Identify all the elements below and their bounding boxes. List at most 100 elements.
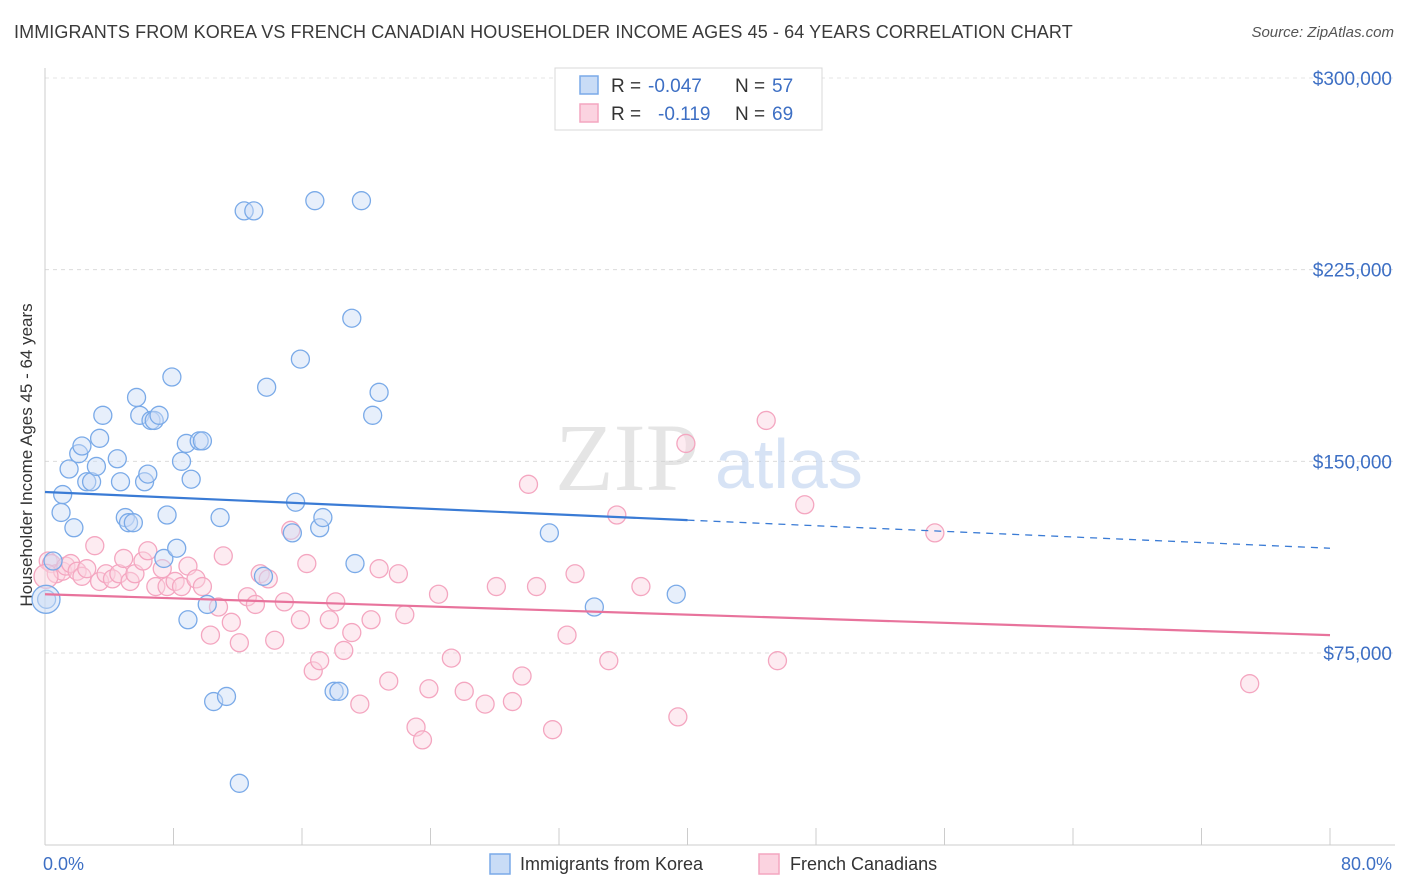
data-point [363, 405, 383, 425]
data-point [395, 605, 415, 625]
data-point [109, 564, 129, 584]
legend-swatch-korea [489, 853, 511, 875]
data-point [297, 553, 317, 574]
data-point [313, 507, 333, 528]
stats-r-label-pink: R = [611, 104, 641, 125]
axes [44, 68, 1395, 846]
y-tick-label: $150,000 [1313, 452, 1392, 473]
data-point [53, 484, 73, 505]
data-point [795, 495, 815, 515]
data-point [756, 410, 776, 431]
source-label: Source: ZipAtlas.com [1251, 24, 1394, 41]
data-point [149, 405, 169, 425]
data-point [210, 507, 230, 528]
data-point [200, 625, 221, 645]
legend-label-french: French Canadians [790, 854, 937, 874]
data-point [326, 592, 346, 612]
watermark-zip: ZIP [555, 404, 699, 511]
data-point [486, 576, 507, 597]
data-point [305, 191, 325, 211]
data-point [419, 679, 439, 699]
stats-n-label-pink: N = [735, 104, 765, 125]
data-point [565, 564, 585, 584]
data-point [77, 472, 97, 492]
x-tick-label: 0.0% [43, 854, 84, 874]
data-point [502, 691, 523, 712]
data-point [584, 597, 604, 617]
y-tick-label: $225,000 [1313, 261, 1392, 282]
data-point [668, 707, 688, 727]
legend: Immigrants from Korea French Canadians [489, 853, 937, 875]
data-point [542, 720, 563, 740]
data-point [666, 584, 686, 604]
data-point [369, 559, 389, 579]
data-point [126, 387, 147, 408]
data-point [350, 694, 370, 714]
data-point [475, 694, 495, 714]
data-point [107, 449, 127, 469]
series-immigrants-from-korea [31, 191, 686, 793]
data-point [89, 428, 110, 448]
data-point [361, 610, 381, 630]
stats-swatch-pink [579, 103, 599, 123]
data-point [599, 651, 619, 671]
data-point [138, 464, 158, 484]
data-point [526, 576, 547, 597]
data-point [351, 191, 372, 211]
data-point [216, 686, 237, 707]
trend-lines [44, 490, 1331, 637]
watermark: ZIP atlas [555, 404, 863, 511]
data-point [388, 564, 409, 584]
data-point [130, 405, 150, 425]
data-point [31, 584, 61, 614]
data-point [557, 625, 577, 645]
data-point [245, 594, 266, 615]
data-point [925, 523, 945, 543]
data-point [59, 459, 79, 479]
data-point [379, 671, 399, 691]
data-point [512, 666, 532, 686]
stats-n-value-blue: 57 [772, 76, 793, 97]
data-point [93, 405, 113, 425]
stats-box: R = -0.047 N = 57 R = -0.119 N = 69 [554, 67, 823, 131]
data-point [342, 622, 362, 643]
x-tick-label: 80.0% [1341, 854, 1392, 874]
data-point [192, 576, 213, 597]
data-point [539, 523, 560, 543]
stats-r-label-blue: R = [611, 76, 641, 97]
data-point [412, 730, 433, 750]
data-point [290, 349, 311, 369]
data-point [257, 377, 277, 397]
legend-label-korea: Immigrants from Korea [520, 854, 704, 874]
data-point [138, 541, 158, 561]
data-point [110, 472, 131, 492]
data-point [253, 566, 274, 586]
data-point [229, 773, 250, 793]
stats-box-frame [554, 67, 823, 131]
trend-line-french [44, 593, 1331, 637]
data-point [229, 633, 250, 653]
data-point [676, 433, 696, 454]
data-point [154, 548, 174, 569]
watermark-atlas: atlas [715, 425, 863, 503]
data-point [133, 551, 153, 571]
stats-r-value-blue: -0.047 [648, 76, 702, 97]
data-point [64, 518, 84, 538]
y-tick-label: $75,000 [1323, 644, 1392, 665]
y-tick-label: $300,000 [1313, 69, 1392, 90]
trend-line-korea-dashed [687, 519, 1331, 549]
x-tick-labels: 0.0% 80.0% [43, 854, 1392, 874]
legend-swatch-french [758, 853, 780, 875]
data-point [310, 651, 330, 671]
data-point [171, 451, 192, 471]
data-point [162, 367, 182, 387]
data-point [1240, 674, 1260, 694]
data-point [85, 536, 105, 556]
data-point [213, 546, 233, 566]
stats-n-label-blue: N = [735, 76, 765, 97]
stats-swatch-blue [579, 75, 599, 95]
data-point [454, 681, 474, 701]
gridlines [45, 77, 1395, 654]
data-point [221, 612, 241, 632]
